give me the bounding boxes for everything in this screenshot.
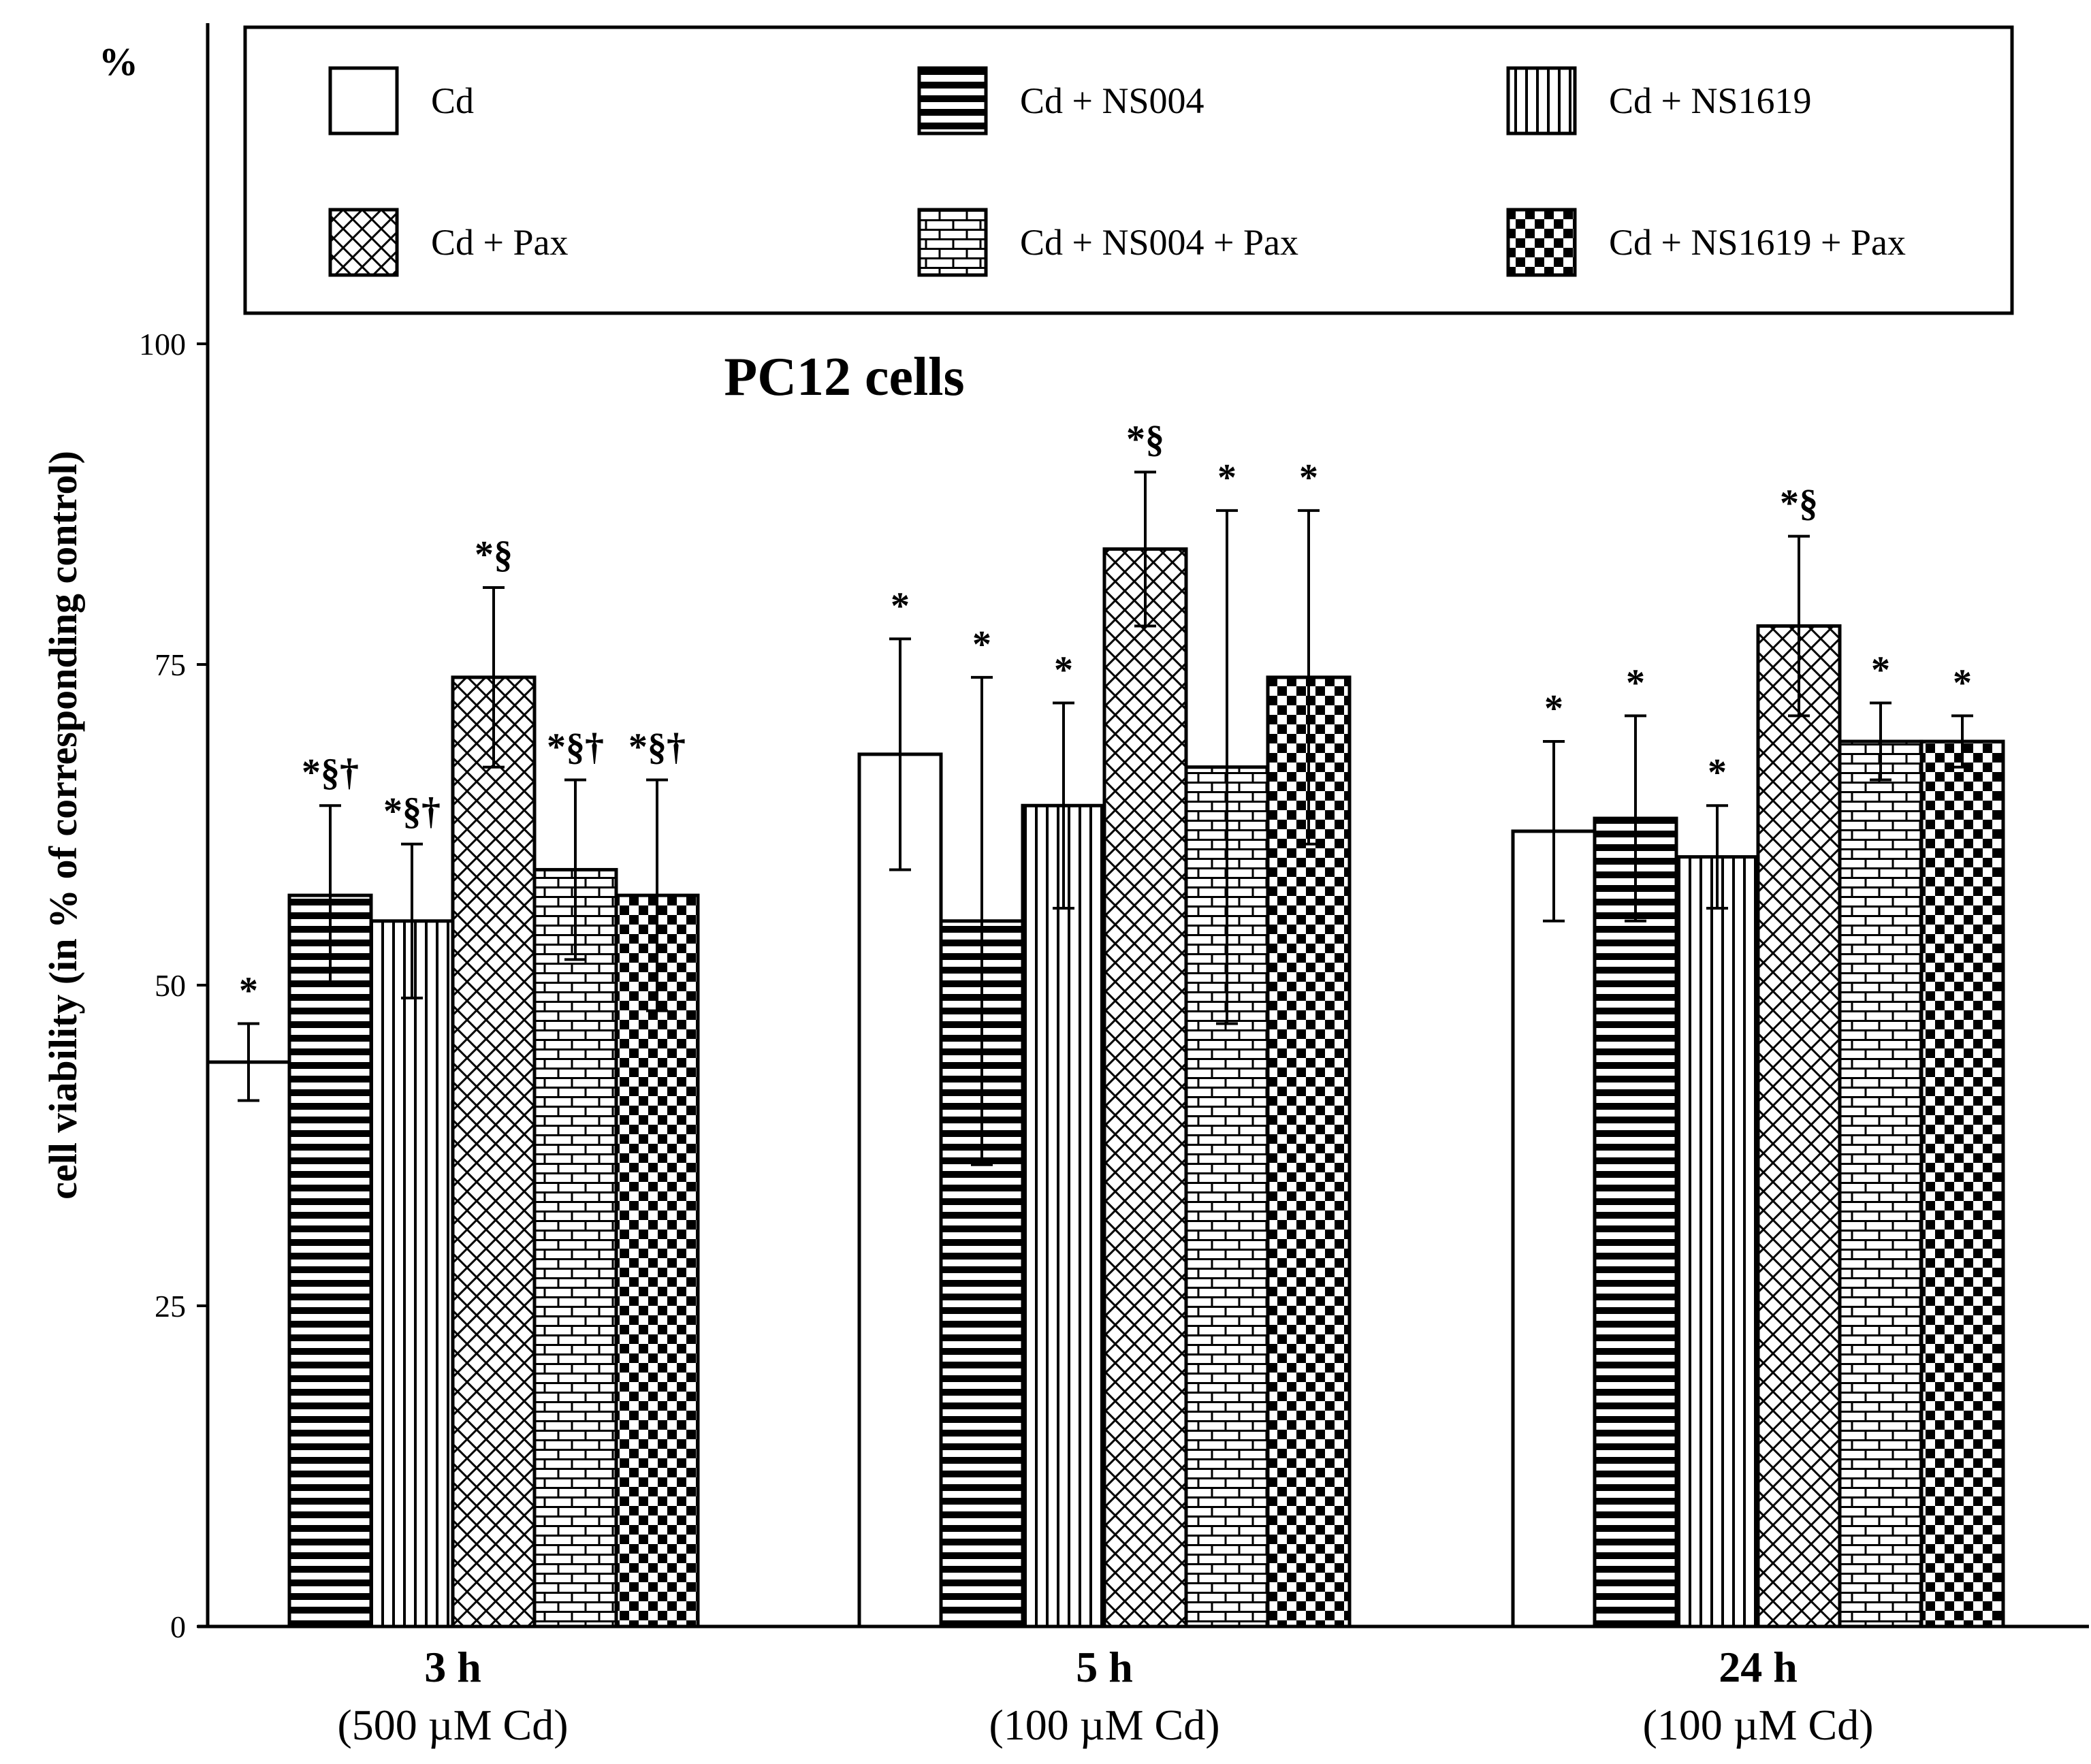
category-labels: 3 h (500 µM Cd) 5 h (100 µM Cd) 24 h (100 µM …	[337, 1643, 1873, 1749]
significance-label: *	[239, 970, 258, 1012]
category-label: 5 h	[1076, 1643, 1133, 1691]
legend-label: Cd + NS1619 + Pax	[1609, 222, 1906, 263]
significance-label: *§	[475, 534, 513, 576]
bar	[614, 893, 700, 1629]
bar	[1021, 803, 1106, 1629]
significance-label: *§†	[547, 726, 604, 769]
y-tick-label: 50	[155, 968, 186, 1003]
significance-label: *	[1217, 457, 1236, 499]
legend: Cd Cd + NS004 Cd + NS1619 Cd + Pax Cd + NS00…	[243, 25, 2014, 315]
significance-label: *	[1544, 688, 1563, 730]
y-tick-label: 0	[170, 1609, 186, 1644]
category-label: 3 h	[424, 1643, 481, 1691]
category-sublabel: (500 µM Cd)	[337, 1701, 568, 1749]
bar	[1919, 739, 2005, 1629]
legend-swatch	[1506, 208, 1577, 277]
legend-label: Cd + NS004	[1020, 80, 1204, 121]
significance-label: *	[1054, 650, 1073, 692]
bar	[1756, 624, 1842, 1629]
significance-label: *	[891, 585, 910, 627]
chart-title: PC12 cells	[724, 347, 964, 407]
legend-label: Cd + NS004 + Pax	[1020, 222, 1298, 263]
significance-label: *	[1953, 662, 1972, 704]
legend-label: Cd + Pax	[431, 222, 568, 263]
bar	[532, 867, 618, 1629]
significance-label: *§	[1126, 418, 1164, 460]
bars: * * * *§† * * *§† * * *§ *§ *§ *§† * * *§† * *	[206, 418, 2005, 1629]
category-label: 24 h	[1719, 1643, 1798, 1691]
bar	[369, 919, 455, 1629]
bar	[1511, 829, 1597, 1629]
bar	[287, 893, 373, 1629]
legend-label: Cd + NS1619	[1609, 80, 1812, 121]
significance-label: *	[1708, 752, 1727, 794]
significance-label: *	[1626, 662, 1645, 704]
legend-swatch	[328, 208, 399, 277]
significance-label: *§†	[628, 726, 686, 769]
significance-label: *§†	[302, 752, 359, 794]
y-tick-label: 100	[139, 327, 186, 362]
significance-label: *§	[1780, 483, 1818, 525]
y-tick-label: 25	[155, 1289, 186, 1324]
significance-label: *	[972, 624, 991, 666]
category-sublabel: (100 µM Cd)	[989, 1701, 1219, 1749]
bar	[1674, 855, 1760, 1629]
category-sublabel: (100 µM Cd)	[1642, 1701, 1873, 1749]
bar	[857, 752, 943, 1629]
bar	[1102, 547, 1188, 1629]
bar	[1593, 816, 1678, 1629]
y-unit-label: %	[99, 39, 138, 84]
y-tick-label: 75	[155, 647, 186, 682]
significance-label: *§†	[383, 790, 441, 833]
legend-label: Cd	[431, 80, 474, 121]
legend-swatch	[328, 66, 399, 135]
significance-label: *	[1871, 650, 1890, 692]
legend-frame	[243, 25, 2014, 315]
bar	[451, 675, 537, 1629]
y-ticks: 0 25 50 75 100	[139, 327, 208, 1644]
legend-swatch	[917, 66, 988, 135]
legend-swatch	[917, 208, 988, 277]
y-axis-title: cell viability (in % of corresponding co…	[41, 451, 85, 1200]
bar	[206, 1060, 291, 1629]
bar	[1838, 739, 1924, 1629]
legend-swatch	[1506, 66, 1577, 135]
significance-label: *	[1299, 457, 1318, 499]
